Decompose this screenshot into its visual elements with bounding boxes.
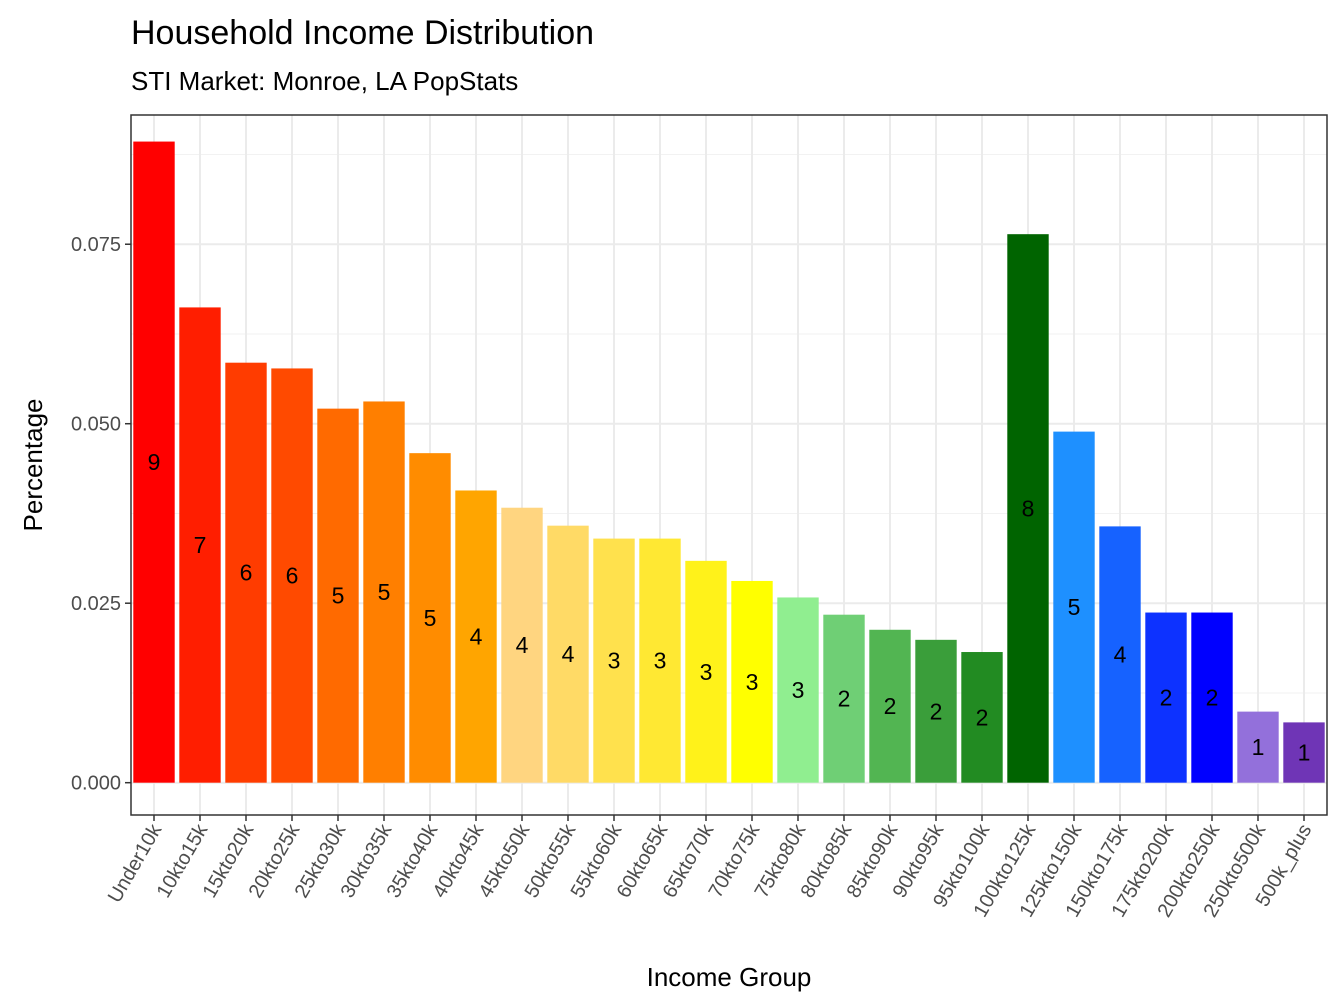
chart-subtitle: STI Market: Monroe, LA PopStats: [131, 66, 518, 96]
bar-70kto75k: [731, 580, 773, 783]
bar-value-label: 1: [1298, 740, 1311, 766]
bar-80kto85k: [823, 614, 865, 783]
bar-65kto70k: [685, 560, 727, 783]
bar-value-label: 6: [240, 560, 253, 586]
y-tick-label: 0.050: [71, 414, 121, 436]
chart-title: Household Income Distribution: [131, 14, 594, 52]
bar-labels: 9 7 6 6 5 5 5 4 4 4 3 3 3 3 3 2 2 2 2 8 5 4 2 2 1 1: [148, 449, 1311, 765]
bar-100kto125k: [1007, 234, 1049, 783]
bar-value-label: 8: [1022, 495, 1035, 521]
bar-value-label: 2: [1160, 685, 1173, 711]
bar-value-label: 2: [884, 693, 897, 719]
bars: [133, 141, 1325, 783]
bar-85kto90k: [869, 629, 911, 783]
bar-30kto35k: [363, 401, 405, 783]
bar-value-label: 5: [378, 579, 391, 605]
bar-60kto65k: [639, 538, 681, 783]
bar-95kto100k: [961, 652, 1003, 783]
y-axis: 0.000 0.025 0.050 0.075: [71, 234, 131, 795]
bar-500k_plus: [1283, 722, 1325, 783]
bar-value-label: 4: [562, 641, 575, 667]
bar-125kto150k: [1053, 431, 1095, 783]
bar-value-label: 3: [792, 677, 805, 703]
bar-value-label: 2: [1206, 685, 1219, 711]
bar-value-label: 3: [700, 659, 713, 685]
bar-value-label: 5: [424, 605, 437, 631]
bar-250kto500k: [1237, 711, 1279, 783]
y-tick-label: 0.025: [71, 593, 121, 615]
bar-value-label: 6: [286, 563, 299, 589]
bar-10kto15k: [179, 307, 221, 783]
plot-border: [130, 114, 1328, 816]
bar-value-label: 2: [976, 704, 989, 730]
bar-15kto20k: [225, 362, 267, 783]
bar-value-label: 4: [516, 632, 529, 658]
bar-55kto60k: [593, 538, 635, 783]
y-axis-title: Percentage: [18, 399, 48, 532]
bar-value-label: 5: [332, 583, 345, 609]
bar-75kto80k: [777, 597, 819, 783]
bar-50kto55k: [547, 525, 589, 783]
bar-value-label: 3: [654, 648, 667, 674]
bar-value-label: 3: [608, 648, 621, 674]
bar-200kto250k: [1191, 612, 1233, 783]
bar-90kto95k: [915, 639, 957, 783]
bar-value-label: 2: [930, 698, 943, 724]
y-tick-label: 0.000: [71, 773, 121, 795]
bar-value-label: 4: [470, 624, 483, 650]
bar-value-label: 3: [746, 669, 759, 695]
bar-35kto40k: [409, 453, 451, 783]
bar-value-label: 1: [1252, 734, 1265, 760]
bar-40kto45k: [455, 490, 497, 783]
bar-value-label: 4: [1114, 642, 1127, 668]
bar-175kto200k: [1145, 612, 1187, 783]
bar-25kto30k: [317, 408, 359, 783]
bar-value-label: 9: [148, 449, 161, 475]
bar-20kto25k: [271, 368, 313, 783]
bar-Under10k: [133, 141, 175, 783]
bar-value-label: 2: [838, 686, 851, 712]
bar-150kto175k: [1099, 526, 1141, 783]
x-axis-title: Income Group: [647, 962, 812, 992]
x-axis: Under10k10kto15k15kto20k20kto25k25kto30k…: [104, 815, 1316, 921]
bar-value-label: 7: [194, 532, 207, 558]
bar-45kto50k: [501, 507, 543, 783]
y-tick-label: 0.075: [71, 234, 121, 256]
bar-value-label: 5: [1068, 594, 1081, 620]
